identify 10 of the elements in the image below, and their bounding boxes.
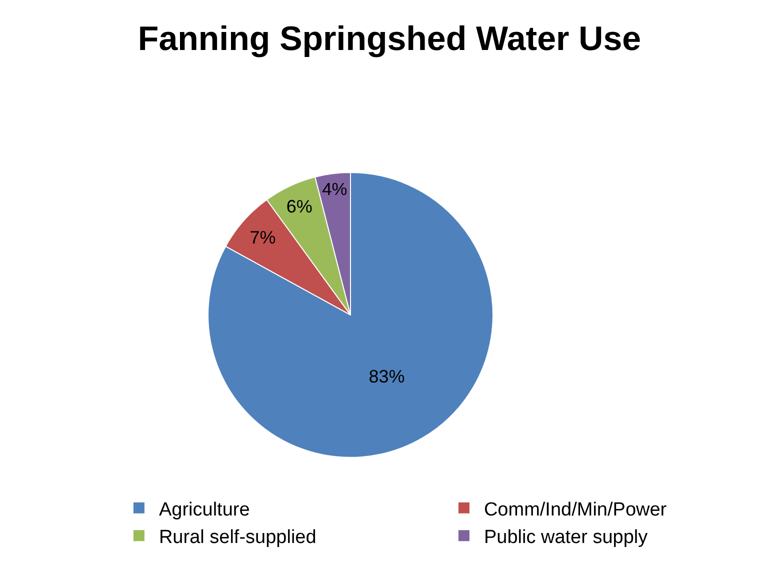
pie-slice <box>208 172 494 458</box>
data-label: 6% <box>286 196 312 216</box>
data-label: 83% <box>368 366 405 386</box>
legend-label: Comm/Ind/Min/Power <box>484 499 668 520</box>
legend-label: Public water supply <box>484 527 648 548</box>
legend-label: Agriculture <box>158 499 250 520</box>
data-label: 4% <box>322 179 348 200</box>
data-label: 7% <box>250 228 276 248</box>
legend-label: Rural self-supplied <box>158 527 316 548</box>
chart-title: Fanning Springshed Water Use <box>138 20 642 58</box>
